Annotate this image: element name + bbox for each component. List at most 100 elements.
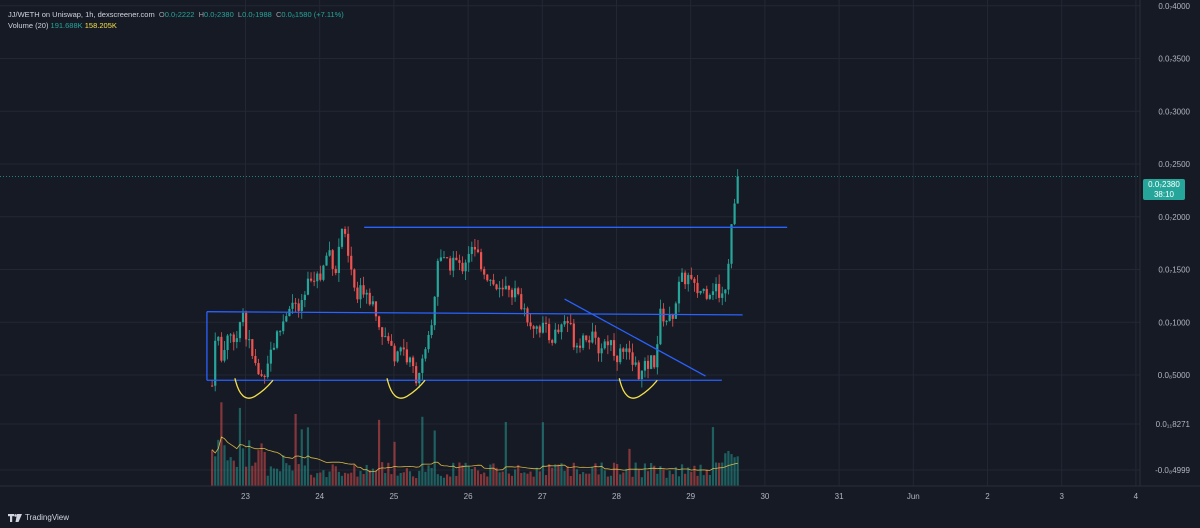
- candle-body: [588, 340, 591, 343]
- volume-bar: [665, 477, 668, 486]
- volume-bar: [687, 467, 690, 486]
- candle-body: [245, 312, 248, 340]
- candle-body: [461, 262, 464, 272]
- candle-body: [254, 355, 257, 364]
- candle-body: [390, 340, 393, 346]
- time-tick-label: 27: [538, 492, 547, 501]
- candle-body: [424, 349, 427, 359]
- volume-bar: [436, 474, 439, 486]
- volume-bar: [535, 467, 538, 486]
- volume-bar: [653, 465, 656, 486]
- candle-body: [606, 341, 609, 346]
- drawing-annotations[interactable]: [206, 226, 788, 399]
- volume-bar: [520, 473, 523, 486]
- candle-body: [387, 336, 390, 341]
- volume-bar: [217, 439, 220, 486]
- candle-body: [733, 203, 736, 225]
- volume-bar: [541, 422, 545, 486]
- candle-body: [585, 335, 588, 341]
- volume-bar: [433, 430, 436, 486]
- candle-body: [529, 322, 532, 327]
- volume-bar: [362, 474, 365, 486]
- volume-bar: [294, 413, 297, 486]
- volume-bar: [241, 448, 245, 486]
- candle-body: [708, 294, 711, 299]
- candle-body: [291, 302, 294, 309]
- volume-bar: [600, 462, 603, 486]
- candle-body: [328, 250, 331, 256]
- candle-body: [693, 278, 696, 283]
- volume-bar: [650, 463, 653, 486]
- volume-bar: [288, 465, 291, 486]
- candle-body: [427, 334, 430, 350]
- candle-body: [368, 292, 371, 305]
- candle-body: [411, 357, 415, 367]
- volume-bar: [393, 441, 396, 486]
- volume-bar: [279, 471, 282, 486]
- volume-bar: [612, 462, 616, 486]
- candle-body: [433, 296, 436, 326]
- volume-bar: [260, 443, 263, 486]
- candle-body: [415, 366, 418, 384]
- price-tick-label: 0.0₇2500: [1158, 160, 1190, 169]
- candle-body: [730, 224, 733, 264]
- volume-bar: [291, 470, 294, 486]
- volume-bar: [569, 476, 572, 486]
- candle-body: [544, 322, 548, 324]
- volume-bar: [442, 477, 446, 486]
- tradingview-icon: [8, 513, 22, 522]
- candle-body: [229, 334, 232, 336]
- candle-body: [263, 375, 266, 378]
- volume-bar: [251, 465, 254, 486]
- candle-body: [300, 300, 303, 311]
- volume-bar: [461, 465, 464, 486]
- candle-body: [303, 294, 306, 301]
- candle-body: [680, 272, 684, 282]
- volume-bar: [384, 473, 387, 486]
- candle-body: [430, 325, 433, 335]
- volume-bar: [421, 416, 424, 486]
- volume-bar: [377, 419, 381, 486]
- volume-bar: [350, 472, 353, 486]
- volume-bar: [235, 466, 238, 486]
- tradingview-wordmark: TradingView: [25, 513, 70, 522]
- candle-body: [575, 345, 579, 348]
- candle-body: [643, 360, 647, 371]
- volume-bar: [544, 475, 548, 486]
- candle-body: [464, 262, 467, 272]
- volume-bar: [263, 451, 266, 486]
- volume-bar: [690, 471, 693, 486]
- candle-body: [548, 323, 551, 341]
- volume-bar: [418, 470, 421, 486]
- volume-bar: [585, 473, 588, 486]
- candle-body: [226, 335, 229, 351]
- candle-body: [684, 272, 687, 285]
- candle-body: [238, 322, 242, 339]
- candle-body: [674, 303, 677, 319]
- candle-body: [711, 291, 715, 295]
- volume-bar: [501, 471, 504, 486]
- candle-body: [356, 287, 359, 300]
- volume-bar: [340, 475, 344, 486]
- candle-body: [625, 348, 628, 352]
- volume-bar: [303, 465, 306, 486]
- candle-body: [257, 363, 260, 375]
- price-tick-label: 0.0₇1000: [1158, 318, 1190, 327]
- candle-body: [498, 287, 501, 290]
- time-tick-label: 28: [612, 492, 621, 501]
- volume-bar: [637, 469, 640, 486]
- candle-body: [282, 321, 285, 332]
- volume-bar: [582, 472, 585, 486]
- candle-body: [736, 176, 739, 204]
- volume-bar: [486, 476, 489, 486]
- volume-bar: [572, 462, 575, 486]
- candle-body: [458, 260, 461, 263]
- volume-bar: [554, 464, 557, 486]
- candle-body: [687, 274, 690, 285]
- candle-body: [313, 280, 316, 282]
- tradingview-logo[interactable]: TradingView: [8, 513, 69, 522]
- volume-bar: [603, 470, 606, 486]
- volume-bar: [702, 475, 705, 486]
- candle-body: [727, 263, 730, 290]
